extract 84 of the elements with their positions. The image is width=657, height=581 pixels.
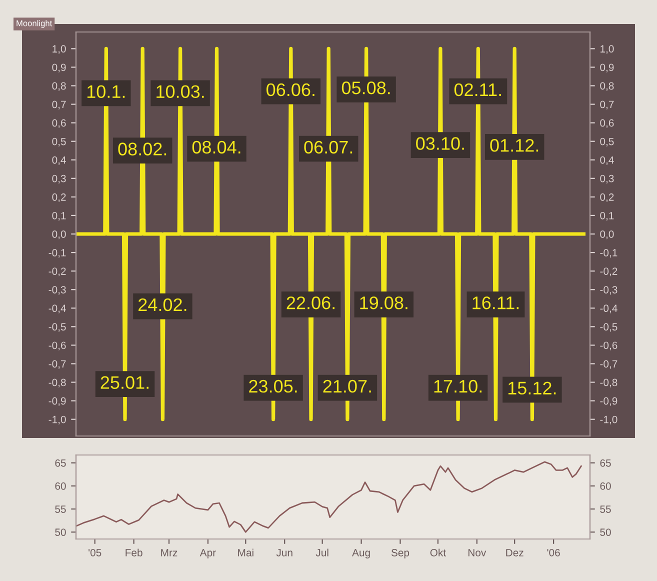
- x-tick-label: '05: [88, 548, 102, 556]
- y-tick-label: 0,9: [52, 64, 66, 72]
- annotation: 10.03.: [156, 85, 204, 98]
- y-tick-label: -0,1: [48, 249, 66, 258]
- y-tick-label: 0,8: [52, 82, 66, 91]
- y-tick-label: -0,4: [48, 304, 66, 314]
- annotation: 06.06.: [266, 83, 314, 96]
- y2-tick-label: 50: [600, 528, 611, 536]
- annotation: 24.02.: [138, 298, 186, 312]
- y-tick-label: 0,0: [52, 230, 66, 240]
- annotation: 10.1.: [87, 85, 125, 98]
- annotation: 03.10.: [416, 137, 464, 150]
- line-series: [76, 461, 582, 533]
- x-tick-label: Nov: [468, 549, 486, 556]
- x-tick-label: Apr: [200, 549, 216, 558]
- y-tick-label: 65: [55, 459, 66, 467]
- y-tick-label: 1,0: [52, 45, 66, 54]
- y2-tick-label: 0,2: [600, 193, 614, 202]
- annotation: 02.11.: [454, 83, 501, 96]
- y2-tick-label: -0,9: [600, 397, 618, 406]
- x-tick-label: Feb: [126, 548, 142, 556]
- y2-tick-label: 1,0: [600, 45, 614, 54]
- annotation: 21.07.: [323, 380, 371, 393]
- x-tick-label: Okt: [430, 548, 446, 556]
- y-tick-label: 55: [55, 506, 66, 513]
- y-tick-label: 0,3: [52, 174, 66, 184]
- annotation: 25.01.: [100, 376, 148, 389]
- y2-tick-label: 0,8: [600, 82, 614, 91]
- y-tick-label: 0,1: [52, 212, 66, 221]
- y-tick-label: -0,5: [48, 323, 66, 332]
- x-tick-label: Jun: [276, 549, 292, 556]
- x-tick-label: Mai: [238, 548, 254, 556]
- y-tick-label: -0,7: [48, 360, 66, 369]
- annotation: 15.12.: [508, 382, 556, 395]
- x-tick-label: '06: [547, 548, 560, 556]
- y2-tick-label: 65: [600, 459, 611, 467]
- y2-tick-label: 0,3: [600, 174, 614, 184]
- y-tick-label: -1,0: [48, 416, 66, 424]
- y2-tick-label: -0,6: [600, 342, 618, 350]
- x-tick-label: Sep: [391, 548, 410, 558]
- y2-tick-label: 60: [600, 482, 611, 490]
- x-tick-label: Jul: [316, 548, 328, 556]
- y-tick-label: -0,2: [48, 268, 66, 276]
- y2-tick-label: 55: [600, 506, 611, 513]
- y2-tick-label: -1,0: [600, 416, 618, 424]
- x-tick-label: Mrz: [161, 549, 178, 556]
- annotation: 08.04.: [192, 140, 240, 154]
- y2-tick-label: -0,1: [600, 249, 618, 258]
- y-tick-label: 0,2: [52, 193, 66, 202]
- y2-tick-label: -0,4: [600, 304, 618, 314]
- y2-tick-label: 0,7: [600, 100, 614, 110]
- y-tick-label: -0,8: [48, 378, 66, 388]
- annotation: 01.12.: [490, 138, 538, 152]
- x-tick-label: Aug: [352, 549, 370, 558]
- y2-tick-label: 0,1: [600, 212, 614, 221]
- y2-tick-label: -0,7: [600, 360, 618, 369]
- y-tick-label: 0,5: [52, 138, 66, 146]
- y2-tick-label: 0,4: [600, 156, 614, 165]
- y-tick-label: 60: [55, 482, 66, 490]
- annotation: 17.10.: [434, 380, 482, 393]
- y-tick-label: -0,9: [48, 397, 66, 406]
- y2-tick-label: 0,5: [600, 138, 614, 146]
- y-tick-label: 0,7: [52, 100, 66, 110]
- y2-tick-label: -0,8: [600, 378, 618, 388]
- y-tick-label: 0,4: [52, 156, 66, 165]
- annotation: 08.02.: [118, 142, 166, 156]
- y2-tick-label: 0,6: [600, 119, 614, 128]
- y2-tick-label: -0,2: [600, 268, 618, 276]
- y2-tick-label: -0,3: [600, 286, 618, 295]
- annotation: 05.08.: [342, 82, 390, 94]
- annotation: 06.07.: [304, 140, 352, 154]
- y-tick-label: -0,3: [48, 286, 66, 295]
- annotation: 22.06.: [286, 296, 334, 310]
- y2-tick-label: 0,9: [600, 64, 614, 72]
- x-tick-label: Dez: [506, 549, 524, 556]
- chart-title: Moonlight: [16, 20, 52, 28]
- y2-tick-label: 0,0: [600, 230, 614, 240]
- y-tick-label: 0,6: [52, 119, 66, 128]
- y2-tick-label: -0,5: [600, 323, 618, 332]
- y-tick-label: -0,6: [48, 342, 66, 350]
- y-tick-label: 50: [55, 528, 66, 536]
- annotation: 19.08.: [360, 296, 408, 310]
- annotation: 23.05.: [249, 380, 297, 393]
- annotation: 16.11.: [472, 296, 519, 310]
